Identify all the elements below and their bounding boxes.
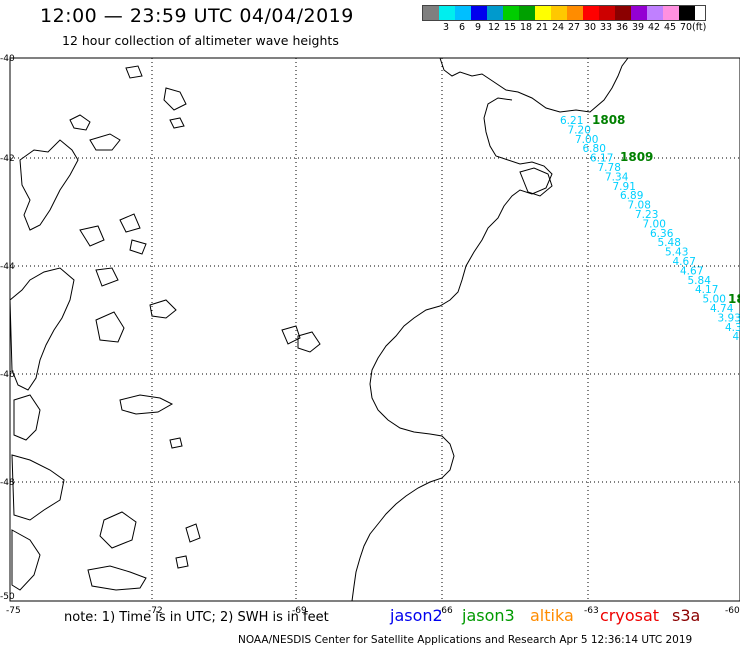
legend-swatch <box>535 6 551 20</box>
legend-color-bar <box>422 5 707 21</box>
swh-value-label: 4.74 <box>710 303 734 315</box>
swh-value-label: 7.08 <box>628 200 651 212</box>
swh-value-label: 7.00 <box>643 218 666 230</box>
swh-value-label: 4.39 <box>725 322 740 334</box>
legend-label: 12 <box>487 22 501 33</box>
graticule <box>10 58 740 601</box>
swh-value-label: 6.36 <box>650 228 674 240</box>
legend-swatch <box>503 6 519 20</box>
legend-label: 15 <box>503 22 517 33</box>
map-subtitle: 12 hour collection of altimeter wave hei… <box>62 33 339 48</box>
swh-value-label: 7.34 <box>605 171 629 183</box>
legend-label: 36 <box>615 22 629 33</box>
map-title: 12:00 — 23:59 UTC 04/04/2019 <box>40 5 354 27</box>
legend-swatch <box>423 6 439 20</box>
track-time-label: 18 <box>728 292 740 306</box>
legend-swatch <box>599 6 615 20</box>
legend-label: 27 <box>567 22 581 33</box>
legend-swatch <box>631 6 647 20</box>
satellite-label-altika: altika <box>530 606 574 625</box>
swh-value-label: 7.23 <box>635 209 658 221</box>
note-text: note: 1) Time is in UTC; 2) SWH is in fe… <box>64 610 329 625</box>
legend-swatch <box>567 6 583 20</box>
legend-swatch <box>487 6 503 20</box>
swh-value-label: 7.20 <box>568 124 591 136</box>
legend-label: 30 <box>583 22 597 33</box>
chile-coastline <box>9 65 321 591</box>
legend-label: 3 <box>442 22 450 33</box>
legend-label: 39 <box>631 22 645 33</box>
lon-tick-label: -75 <box>6 606 21 616</box>
legend-swatch <box>439 6 455 20</box>
legend-label: 9 <box>474 22 482 33</box>
track-time-label: 1809 <box>620 150 653 164</box>
legend-label: 42 <box>647 22 661 33</box>
legend-swatch <box>615 6 631 20</box>
swh-value-label: 5.00 <box>703 294 726 306</box>
legend-label: 70 <box>679 22 693 33</box>
swh-value-label: 6.21 <box>560 115 583 127</box>
swh-value-label: 4.17 <box>695 284 718 296</box>
legend-label: 18 <box>519 22 533 33</box>
argentina-coastline <box>351 57 629 602</box>
lon-tick-label: -66 <box>438 606 453 616</box>
lat-tick-label: -46 <box>0 370 15 380</box>
track-time-label: 1808 <box>592 113 625 127</box>
swh-value-label: 4.67 <box>680 265 703 277</box>
lat-tick-label: -50 <box>0 592 15 602</box>
satellite-label-s3a: s3a <box>672 606 701 625</box>
swh-value-label: 7.91 <box>613 181 636 193</box>
legend-label: 45 <box>663 22 677 33</box>
swh-value-label: 6.89 <box>620 190 643 202</box>
lon-tick-label: -72 <box>148 606 163 616</box>
tick-labels: -75 -72 -69 -66 -63 -60 -40 -42 -44 -46 -48 -50 <box>0 54 740 616</box>
legend-swatch <box>551 6 567 20</box>
swh-value-label: 7.00 <box>575 134 598 146</box>
swh-value-label: 6.80 <box>583 143 606 155</box>
lat-tick-label: -40 <box>0 54 15 64</box>
legend-swatch <box>679 6 695 20</box>
wave-height-legend: 3 6 9 12 15 18 21 24 27 30 33 36 39 42 45 70 (ft) <box>422 5 707 33</box>
lon-tick-label: -63 <box>584 606 599 616</box>
legend-swatch <box>471 6 487 20</box>
credit-line: NOAA/NESDIS Center for Satellite Applica… <box>238 634 693 646</box>
satellite-label-jason2: jason2 <box>390 606 443 625</box>
swh-value-label: 7.78 <box>598 162 621 174</box>
lat-tick-label: -42 <box>0 154 15 164</box>
altimeter-tracks: 6.217.207.006.806.177.787.347.916.897.08… <box>560 113 740 343</box>
swh-value-label: 5.43 <box>665 247 688 259</box>
swh-value-label: 4.5 <box>733 331 740 343</box>
legend-swatch <box>583 6 599 20</box>
legend-swatch <box>647 6 663 20</box>
legend-unit: (ft) <box>692 22 707 33</box>
lat-tick-label: -44 <box>0 262 15 272</box>
legend-swatch <box>519 6 535 20</box>
legend-label: 24 <box>551 22 565 33</box>
lon-tick-label: -60 <box>725 606 740 616</box>
lat-tick-label: -48 <box>0 478 15 488</box>
legend-labels: 3 6 9 12 15 18 21 24 27 30 33 36 39 42 45 70 (ft) <box>422 22 706 33</box>
swh-value-label: 5.84 <box>688 275 712 287</box>
legend-swatch <box>455 6 471 20</box>
swh-value-label: 4.67 <box>673 256 696 268</box>
legend-label: 33 <box>599 22 613 33</box>
swh-value-label: 3.93 <box>718 312 740 324</box>
swh-value-label: 5.48 <box>658 237 681 249</box>
lon-tick-label: -69 <box>292 606 307 616</box>
legend-swatch <box>663 6 679 20</box>
map-frame <box>9 57 740 602</box>
satellite-label-cryosat: cryosat <box>600 606 660 625</box>
legend-label: 21 <box>535 22 549 33</box>
legend-label: 6 <box>458 22 466 33</box>
satellite-label-jason3: jason3 <box>462 606 515 625</box>
swh-value-label: 6.17 <box>590 153 613 165</box>
